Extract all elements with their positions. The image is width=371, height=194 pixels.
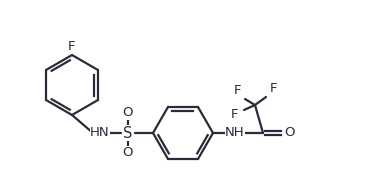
Text: F: F — [234, 85, 242, 98]
Text: F: F — [231, 108, 239, 121]
Text: S: S — [123, 126, 133, 140]
Text: O: O — [123, 107, 133, 120]
Text: NH: NH — [225, 126, 245, 139]
Text: F: F — [68, 40, 76, 53]
Text: HN: HN — [90, 126, 110, 139]
Text: F: F — [270, 82, 278, 95]
Text: O: O — [123, 146, 133, 159]
Text: O: O — [285, 126, 295, 139]
